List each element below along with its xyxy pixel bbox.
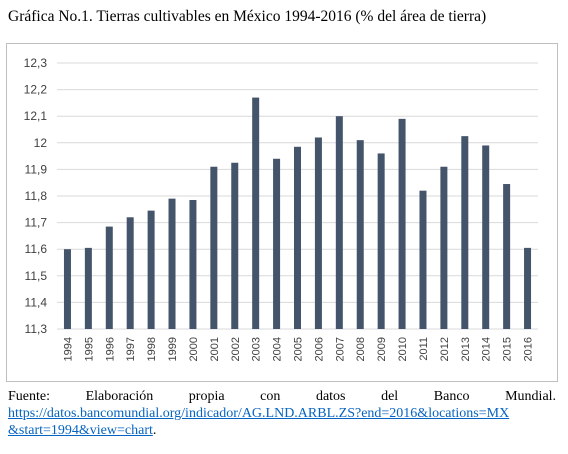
source-word: datos (315, 389, 346, 404)
y-tick-label: 11,4 (25, 295, 48, 309)
y-tick-label: 11,7 (25, 216, 48, 230)
bar-2001 (210, 166, 218, 329)
x-tick-label: 1994 (62, 337, 74, 361)
x-tick-label: 2010 (397, 337, 409, 361)
bar-1998 (147, 210, 155, 329)
x-tick-label: 2001 (209, 337, 221, 361)
bar-2016 (524, 247, 532, 329)
x-tick-label: 2016 (523, 337, 535, 361)
x-tick-label: 2005 (293, 337, 305, 361)
bar-2008 (356, 140, 364, 329)
chart-frame (6, 43, 558, 382)
chart-title: Gráfica No.1. Tierras cultivables en Méx… (8, 8, 487, 25)
source-word: con (260, 389, 281, 404)
x-tick-label: 1999 (167, 337, 179, 361)
x-tick-label: 2009 (376, 337, 388, 361)
source-link-line-1: https://datos.bancomundial.org/indicador… (8, 405, 556, 422)
x-tick-label: 2015 (502, 337, 514, 361)
y-tick-label: 11,6 (25, 242, 48, 256)
y-tick-label: 12,1 (24, 109, 48, 123)
source-word: Banco (433, 389, 470, 404)
bar-2015 (503, 184, 511, 329)
source-text: Fuente: Elaboración propia con datos del… (8, 388, 556, 405)
x-tick-label: 2014 (481, 337, 493, 361)
x-tick-label: 1995 (83, 337, 95, 361)
source-word: propia (188, 389, 225, 404)
source-note: Fuente: Elaboración propia con datos del… (8, 388, 556, 439)
source-word: del (381, 389, 399, 404)
x-tick-label: 1997 (125, 337, 137, 361)
bar-2006 (314, 137, 322, 329)
y-tick-label: 11,5 (25, 269, 48, 283)
y-tick-label: 12,2 (24, 83, 48, 97)
bar-2000 (189, 199, 197, 329)
x-tick-label: 1996 (104, 337, 116, 361)
y-tick-label: 11,9 (25, 162, 48, 176)
x-tick-label: 2008 (355, 337, 367, 361)
bar-2014 (482, 145, 490, 329)
bar-2010 (398, 118, 406, 329)
bar-1994 (63, 249, 71, 329)
bar-2004 (273, 158, 281, 329)
bar-2012 (440, 166, 448, 329)
bar-2003 (252, 97, 260, 329)
bar-1997 (126, 217, 134, 329)
x-tick-label: 2003 (251, 337, 263, 361)
source-word: Elaboración (85, 389, 154, 404)
source-word: Mundial. (505, 389, 557, 404)
x-tick-label: 2007 (334, 337, 346, 361)
bar-1999 (168, 198, 176, 329)
x-tick-label: 2013 (460, 337, 472, 361)
x-tick-label: 1998 (146, 337, 158, 361)
bar-2005 (294, 146, 301, 329)
bar-chart: 12,3 12,2 12,1 12 11,9 11,8 11,7 11,6 11,5 11,4 11… (24, 56, 538, 361)
y-tick-label: 12,3 (24, 56, 48, 70)
y-tick-label: 11,8 (25, 189, 48, 203)
bar-2007 (335, 116, 343, 329)
source-link-continued[interactable]: &start=1994&view=chart (8, 423, 153, 438)
x-tick-label: 2002 (230, 337, 242, 361)
source-word: Fuente: (8, 389, 50, 404)
x-tick-label: 2011 (418, 337, 430, 361)
x-tick-label: 2000 (188, 337, 200, 361)
bar-1995 (84, 247, 92, 329)
x-tick-label: 2006 (313, 337, 325, 361)
bar-2013 (461, 136, 469, 329)
source-trailing-period: . (152, 423, 157, 438)
source-link[interactable]: https://datos.bancomundial.org/indicador… (8, 406, 510, 421)
source-link-line-2: &start=1994&view=chart. (8, 422, 556, 439)
x-tick-label: 2004 (272, 337, 284, 361)
bar-1996 (105, 226, 113, 329)
x-tick-label: 2012 (439, 337, 451, 361)
bar-2009 (377, 153, 385, 329)
bar-2002 (231, 162, 239, 329)
y-tick-label: 11,3 (25, 322, 48, 336)
y-tick-label: 12 (34, 136, 48, 150)
bar-2011 (419, 190, 427, 329)
